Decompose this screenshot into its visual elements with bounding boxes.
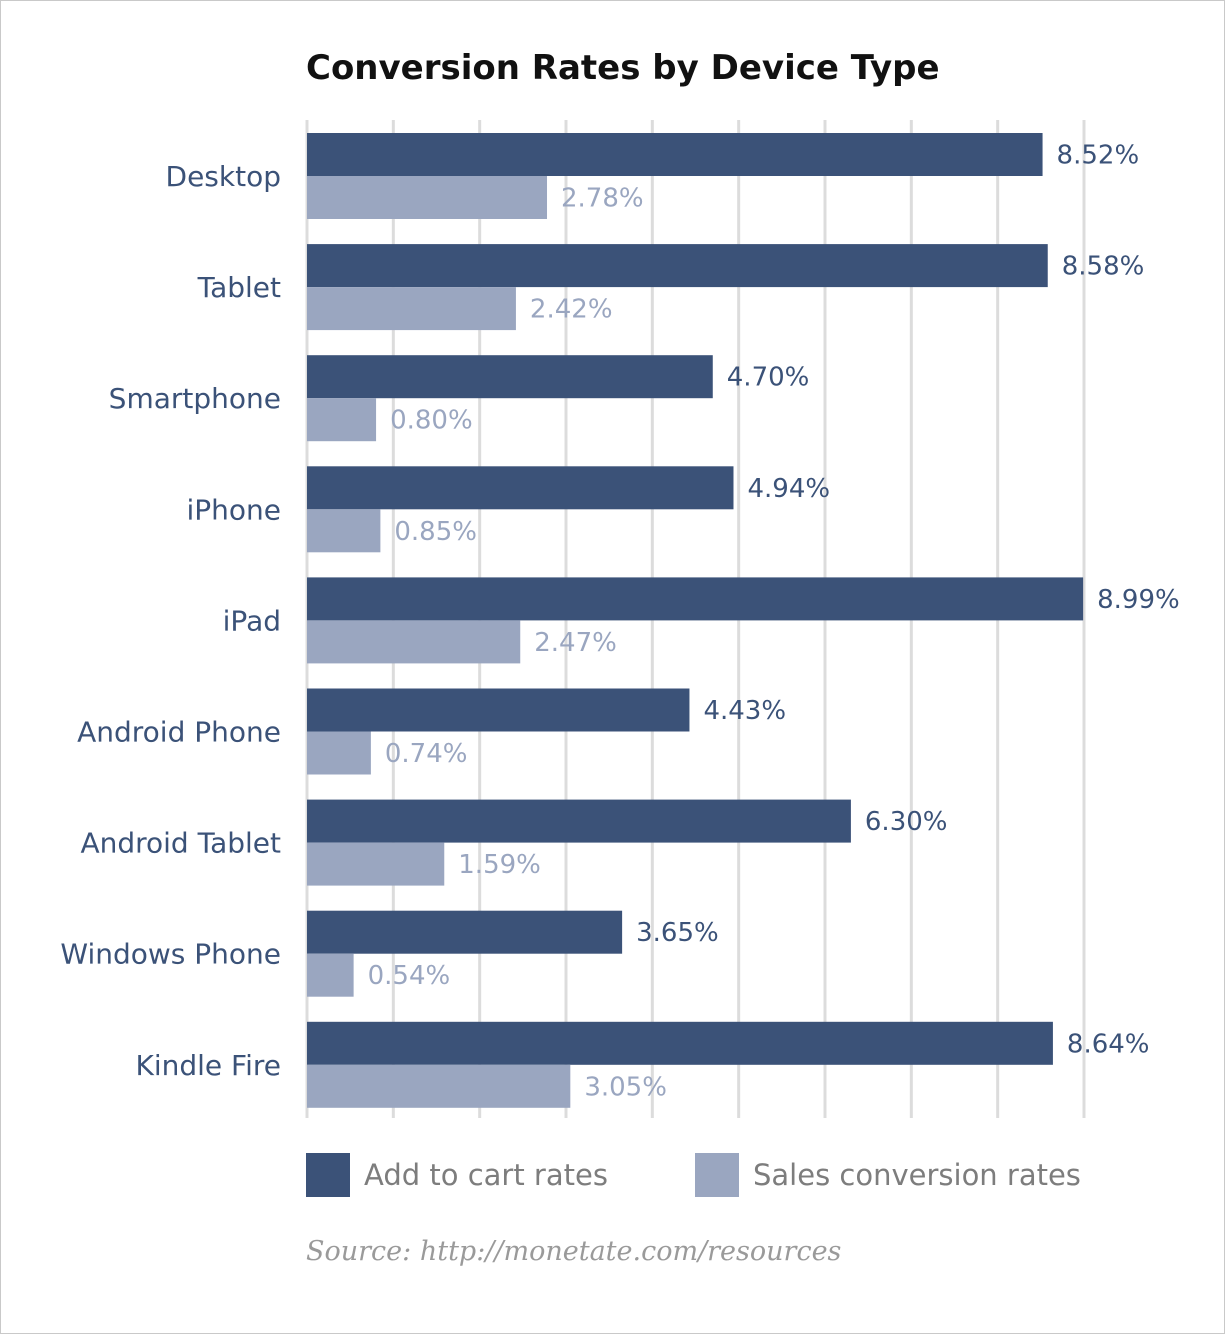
legend-label-sales-conversion: Sales conversion rates: [753, 1158, 1081, 1192]
value-label-sales-conversion: 2.42%: [530, 295, 613, 325]
value-label-sales-conversion: 3.05%: [584, 1072, 667, 1102]
value-label-add-to-cart: 8.99%: [1097, 585, 1180, 615]
bar-sales-conversion: [307, 620, 521, 664]
value-label-add-to-cart: 3.65%: [636, 918, 719, 948]
legend-label-add-to-cart: Add to cart rates: [364, 1158, 608, 1192]
category-label: Android Phone: [77, 716, 281, 749]
value-label-sales-conversion: 0.80%: [390, 406, 473, 436]
bar-sales-conversion: [307, 1064, 571, 1108]
legend-item-add-to-cart: Add to cart rates: [306, 1153, 608, 1197]
value-label-add-to-cart: 4.70%: [727, 363, 810, 393]
bar-sales-conversion: [307, 842, 445, 886]
bar-add-to-cart: [307, 910, 623, 954]
bars: [307, 133, 1084, 1108]
bar-add-to-cart: [307, 244, 1048, 288]
category-label: iPhone: [186, 493, 281, 526]
value-label-add-to-cart: 6.30%: [865, 807, 948, 837]
bar-add-to-cart: [307, 355, 713, 399]
category-label: Windows Phone: [60, 938, 281, 971]
category-label: iPad: [223, 604, 281, 637]
category-label: Kindle Fire: [135, 1049, 281, 1082]
bar-sales-conversion: [307, 509, 381, 553]
value-label-add-to-cart: 4.43%: [703, 696, 786, 726]
legend-swatch-sales-conversion: [695, 1153, 739, 1197]
bar-add-to-cart: [307, 133, 1043, 176]
bar-sales-conversion: [307, 176, 548, 219]
bar-sales-conversion: [307, 731, 371, 775]
bar-add-to-cart: [307, 688, 690, 732]
bar-add-to-cart: [307, 799, 851, 843]
value-label-sales-conversion: 0.54%: [368, 961, 451, 991]
value-label-sales-conversion: 0.85%: [394, 517, 477, 547]
bar-add-to-cart: [307, 577, 1084, 621]
value-label-sales-conversion: 0.74%: [385, 739, 468, 769]
legend-item-sales-conversion: Sales conversion rates: [695, 1153, 1081, 1197]
value-label-add-to-cart: 4.94%: [747, 474, 830, 504]
bar-add-to-cart: [307, 466, 734, 510]
bar-sales-conversion: [307, 287, 516, 331]
source-note: Source: http://monetate.com/resources: [306, 1236, 842, 1267]
value-label-add-to-cart: 8.58%: [1062, 252, 1145, 282]
bar-sales-conversion: [307, 398, 377, 442]
category-label: Smartphone: [109, 382, 281, 415]
category-label: Desktop: [166, 160, 281, 193]
legend-swatch-add-to-cart: [306, 1153, 350, 1197]
category-label: Tablet: [197, 271, 281, 304]
value-label-sales-conversion: 2.78%: [561, 184, 644, 214]
category-label: Android Tablet: [80, 827, 281, 860]
value-label-sales-conversion: 2.47%: [534, 628, 617, 658]
value-label-add-to-cart: 8.52%: [1057, 141, 1140, 171]
labels: Desktop 8.52% 2.78% Tablet 8.58% 2.42% Smartph…: [60, 141, 1179, 1103]
bar-sales-conversion: [307, 953, 354, 997]
chart-title: Conversion Rates by Device Type: [306, 48, 940, 88]
bar-add-to-cart: [307, 1021, 1053, 1065]
value-label-sales-conversion: 1.59%: [458, 850, 541, 880]
value-label-add-to-cart: 8.64%: [1067, 1029, 1150, 1059]
